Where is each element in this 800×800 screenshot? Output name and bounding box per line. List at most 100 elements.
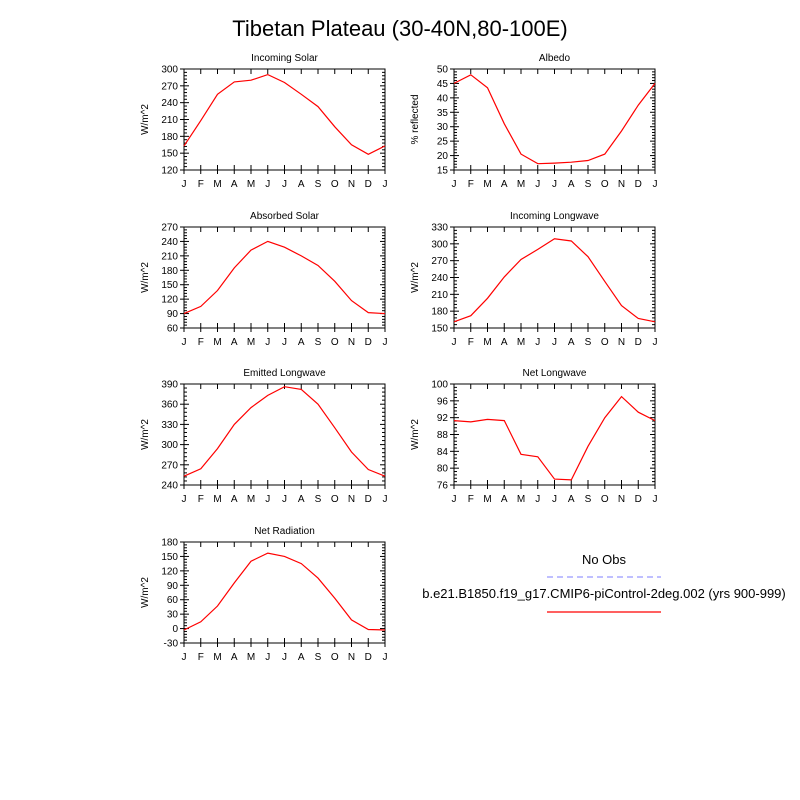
plot-frame [183,383,386,486]
y-tick-label: 30 [437,122,449,133]
x-tick-label: N [618,337,625,348]
x-tick-label: D [365,494,372,505]
series-line [183,552,386,631]
y-tick-label: 150 [431,324,448,335]
y-tick-label: 150 [161,552,178,563]
x-tick-label: J [282,652,287,663]
panel-title: Net Longwave [523,368,587,379]
x-tick-label: F [468,179,474,190]
x-tick-label: D [365,179,372,190]
x-tick-label: M [247,652,255,663]
x-tick-label: N [618,179,625,190]
x-tick-label: M [517,179,525,190]
y-tick-label: 150 [161,149,178,160]
y-tick-label: 120 [161,566,178,577]
x-tick-label: J [265,179,270,190]
x-tick-label: J [552,337,557,348]
y-tick-label: 270 [161,223,178,234]
x-tick-label: O [601,179,609,190]
x-tick-label: A [231,494,238,505]
panel-title: Incoming Solar [251,53,318,64]
series-line [183,73,386,155]
y-tick-label: 240 [161,98,178,109]
x-tick-label: J [552,494,557,505]
y-tick-label: 330 [161,420,178,431]
x-tick-label: O [331,494,339,505]
y-tick-label: 300 [431,239,448,250]
x-tick-label: D [635,337,642,348]
y-tick-label: 35 [437,108,449,119]
x-tick-label: M [483,337,491,348]
x-tick-label: A [501,494,508,505]
x-tick-label: S [315,337,322,348]
x-tick-label: A [568,179,575,190]
x-tick-label: O [331,652,339,663]
x-tick-label: J [452,179,457,190]
y-tick-label: 120 [161,295,178,306]
y-tick-label: 25 [437,137,449,148]
y-tick-label: 240 [161,481,178,492]
x-tick-label: M [213,494,221,505]
x-tick-label: D [635,179,642,190]
figure-title: Tibetan Plateau (30-40N,80-100E) [232,16,568,41]
x-tick-label: S [315,494,322,505]
y-tick-label: 0 [172,624,178,635]
x-tick-label: J [552,179,557,190]
y-tick-label: 90 [167,581,179,592]
y-axis-label: W/m^2 [140,262,151,293]
x-tick-label: J [383,652,388,663]
x-tick-label: A [501,337,508,348]
x-tick-label: M [247,179,255,190]
panel-title: Net Radiation [254,526,315,537]
x-tick-label: J [265,494,270,505]
panel-3: Absorbed Solar W/m^2 60 90 120 150 180 210 240 27… [140,211,388,348]
panels: Incoming SolarW/m^2120150180210240270300… [140,53,658,663]
x-tick-label: J [265,652,270,663]
y-tick-label: 96 [437,396,449,407]
y-tick-label: 100 [431,380,448,391]
y-tick-label: 270 [431,256,448,267]
y-tick-label: 360 [161,400,178,411]
y-tick-label: 210 [161,115,178,126]
x-tick-label: N [348,337,355,348]
x-tick-label: M [213,179,221,190]
y-tick-label: 330 [431,223,448,234]
y-tick-label: 80 [437,464,449,475]
x-tick-label: O [601,494,609,505]
x-tick-label: A [298,494,305,505]
x-tick-label: J [282,179,287,190]
x-tick-label: J [535,179,540,190]
y-tick-label: 60 [167,324,179,335]
x-tick-label: D [635,494,642,505]
y-tick-label: 210 [431,290,448,301]
y-tick-label: 15 [437,166,449,177]
x-tick-label: F [468,337,474,348]
x-tick-label: M [247,494,255,505]
panel-5: Emitted Longwave W/m^2 240 270 300 330 360 390 J… [140,368,388,505]
y-tick-label: 180 [161,538,178,549]
x-tick-label: M [517,337,525,348]
x-tick-label: D [365,652,372,663]
y-tick-label: 60 [167,595,179,606]
y-tick-label: 90 [167,309,179,320]
y-tick-label: 270 [161,81,178,92]
legend-obs-label: No Obs [582,552,627,567]
x-tick-label: S [585,179,592,190]
x-tick-label: J [282,337,287,348]
x-tick-label: J [535,337,540,348]
y-tick-label: 76 [437,481,449,492]
x-tick-label: N [348,652,355,663]
panel-1: Incoming Solar W/m^2 120 150 180 210 240 270 300… [140,53,388,190]
panel-title: Incoming Longwave [510,211,599,222]
plot-frame [183,226,386,329]
y-axis-label: W/m^2 [140,577,151,608]
plot-frame [183,541,386,644]
x-tick-label: J [653,337,658,348]
y-tick-label: 390 [161,380,178,391]
y-axis-label: W/m^2 [410,262,421,293]
x-tick-label: J [383,179,388,190]
x-tick-label: J [383,494,388,505]
